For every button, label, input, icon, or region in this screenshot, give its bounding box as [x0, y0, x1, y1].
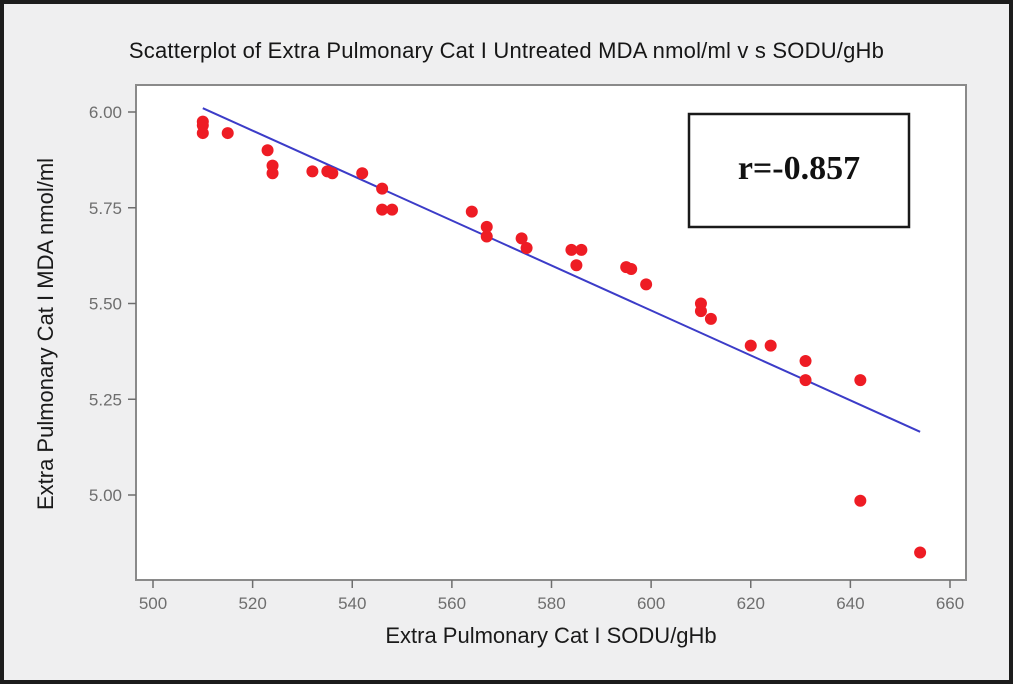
x-tick-label: 600 [637, 594, 665, 613]
x-tick-label: 560 [438, 594, 466, 613]
data-point [266, 167, 279, 180]
data-point [376, 182, 389, 195]
data-point [704, 312, 717, 325]
data-point [520, 241, 533, 254]
data-point [356, 167, 369, 180]
x-axis-title: Extra Pulmonary Cat I SODU/gHb [385, 623, 716, 648]
chart-title: Scatterplot of Extra Pulmonary Cat I Unt… [128, 38, 885, 63]
data-point [799, 354, 812, 367]
y-tick-label: 5.75 [89, 199, 122, 218]
data-point [914, 546, 927, 559]
x-tick-label: 580 [537, 594, 565, 613]
data-point [326, 167, 339, 180]
data-point [480, 230, 493, 243]
y-axis-title: Extra Pulmonary Cat I MDA nmol/ml [33, 158, 58, 510]
y-tick-label: 5.25 [89, 390, 122, 409]
data-point [261, 144, 274, 157]
data-point [221, 127, 234, 140]
x-tick-label: 660 [936, 594, 964, 613]
x-axis: 500 520 540 560 580 600 620 640 660 [139, 580, 964, 613]
data-point [386, 203, 399, 216]
data-point [640, 278, 653, 291]
data-point [764, 339, 777, 352]
data-point [306, 165, 319, 178]
data-point [465, 205, 478, 218]
x-tick-label: 520 [238, 594, 266, 613]
data-point [694, 305, 707, 318]
data-point [854, 494, 867, 507]
y-tick-label: 5.50 [89, 295, 122, 314]
data-point [515, 232, 528, 245]
x-tick-label: 640 [836, 594, 864, 613]
x-tick-label: 620 [737, 594, 765, 613]
correlation-box [687, 112, 911, 229]
data-point [565, 243, 578, 256]
data-point [570, 259, 583, 272]
data-point [799, 374, 812, 387]
data-point [575, 243, 588, 256]
data-points [196, 115, 927, 559]
y-tick-label: 5.00 [89, 486, 122, 505]
y-axis: 5.00 5.25 5.50 5.75 6.00 [89, 103, 136, 505]
x-tick-label: 540 [338, 594, 366, 613]
data-point [744, 339, 757, 352]
data-point [376, 203, 389, 216]
data-point [196, 127, 209, 140]
correlation-label: r=-0.857 [738, 150, 860, 187]
y-tick-label: 6.00 [89, 103, 122, 122]
data-point [854, 374, 867, 387]
data-point [480, 220, 493, 233]
data-point [625, 263, 638, 276]
x-tick-label: 500 [139, 594, 167, 613]
